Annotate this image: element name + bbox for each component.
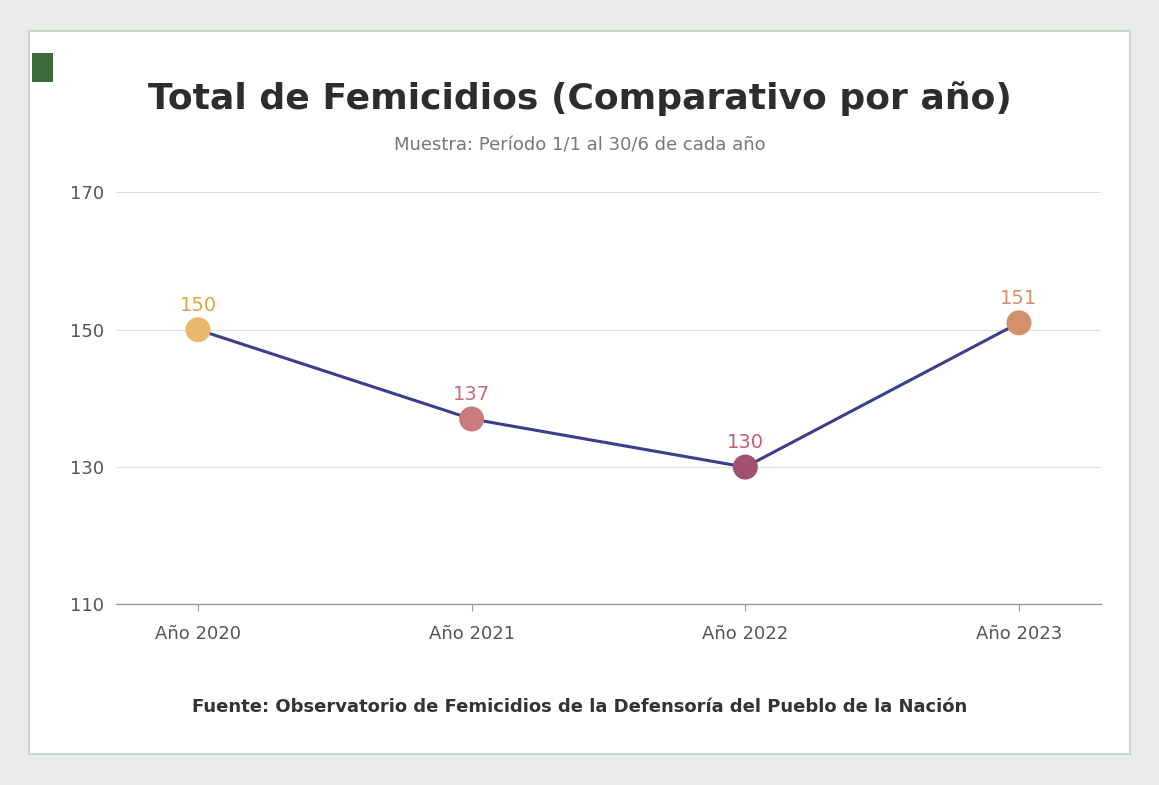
Text: Total de Femicidios (Comparativo por año): Total de Femicidios (Comparativo por año… (147, 81, 1012, 115)
Point (736, 461, 755, 473)
Text: Fuente: Observatorio de Femicidios de la Defensoría del Pueblo de la Nación: Fuente: Observatorio de Femicidios de la… (192, 698, 967, 715)
Text: 137: 137 (453, 385, 490, 404)
Point (462, 413, 481, 425)
Text: 151: 151 (1000, 289, 1037, 308)
Text: 130: 130 (727, 433, 764, 452)
Point (189, 323, 207, 336)
Point (1009, 316, 1028, 329)
Text: 150: 150 (180, 296, 217, 315)
Text: Muestra: Período 1/1 al 30/6 de cada año: Muestra: Período 1/1 al 30/6 de cada año (394, 137, 765, 154)
